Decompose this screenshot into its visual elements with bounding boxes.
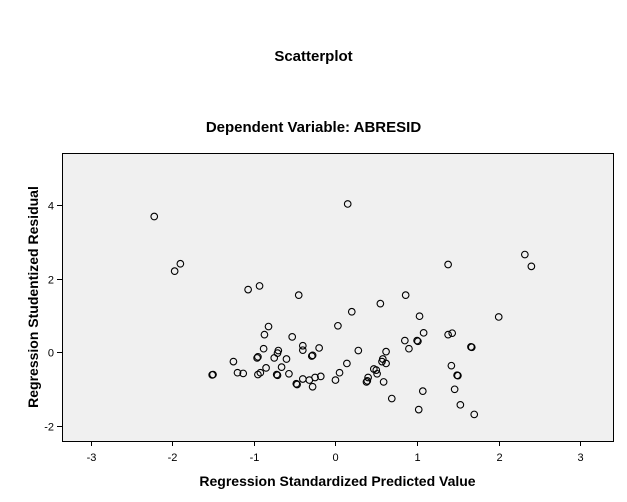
- x-tick-label: 2: [496, 452, 502, 464]
- x-tick-label: 3: [577, 452, 583, 464]
- chart-subtitle: Dependent Variable: ABRESID: [205, 119, 422, 136]
- data-point: [262, 364, 270, 372]
- data-point: [316, 372, 325, 381]
- data-point: [264, 322, 273, 331]
- data-point: [254, 370, 262, 379]
- x-tick-label: -3: [87, 452, 97, 464]
- data-point: [292, 379, 301, 388]
- data-point: [308, 351, 317, 360]
- data-point: [273, 371, 282, 380]
- data-point: [343, 359, 351, 368]
- data-point: [285, 369, 293, 378]
- data-point: [401, 291, 410, 300]
- data-point: [170, 267, 179, 276]
- data-point: [150, 212, 159, 221]
- data-point: [307, 352, 316, 360]
- data-point: [527, 262, 536, 271]
- data-point: [444, 260, 452, 269]
- data-point: [413, 336, 421, 345]
- data-points: [150, 200, 536, 419]
- data-point: [405, 344, 413, 353]
- data-point: [315, 344, 323, 352]
- data-point: [288, 333, 297, 341]
- chart-title: Scatterplot: [274, 48, 353, 65]
- data-point: [343, 200, 352, 208]
- data-point: [415, 312, 424, 321]
- data-point: [208, 371, 217, 379]
- data-point: [520, 250, 529, 259]
- data-point: [293, 380, 301, 389]
- data-point: [373, 369, 381, 378]
- y-tick-label: -2: [44, 422, 54, 434]
- data-point: [335, 368, 344, 377]
- data-point: [272, 370, 281, 379]
- data-point: [454, 371, 462, 380]
- data-point: [229, 357, 238, 366]
- data-point: [298, 346, 307, 355]
- data-point: [334, 321, 342, 330]
- data-point: [456, 400, 465, 409]
- y-tick-label: 2: [48, 275, 54, 287]
- data-point: [447, 361, 456, 370]
- data-point: [419, 328, 428, 337]
- data-point: [244, 285, 252, 294]
- data-point: [418, 387, 427, 396]
- y-axis-ticks: -2 0 2 4: [44, 201, 62, 434]
- x-tick-label: 1: [414, 452, 420, 464]
- data-point: [253, 354, 261, 362]
- data-point: [176, 259, 185, 268]
- data-point: [372, 366, 381, 374]
- y-tick-label: 4: [48, 201, 54, 213]
- data-point: [270, 354, 279, 362]
- data-point: [363, 376, 372, 385]
- data-point: [376, 299, 385, 308]
- data-point: [444, 330, 452, 339]
- data-point: [414, 405, 423, 414]
- data-point: [256, 368, 265, 377]
- x-tick-label: -1: [250, 452, 260, 464]
- data-point: [387, 394, 396, 403]
- data-point: [362, 378, 371, 386]
- x-axis-ticks: -3 -2 -1 0 1 2 3: [87, 441, 584, 464]
- data-point: [254, 352, 262, 361]
- data-point: [382, 347, 390, 356]
- data-point: [450, 385, 459, 394]
- x-axis-title: Regression Standardized Predicted Value: [199, 473, 475, 489]
- x-tick-label: 0: [332, 452, 338, 464]
- data-point: [379, 378, 388, 386]
- data-point: [382, 359, 390, 368]
- plot-area: [62, 153, 614, 442]
- data-point: [308, 382, 317, 391]
- data-point: [378, 357, 386, 366]
- data-point: [233, 368, 242, 377]
- data-point: [298, 341, 307, 350]
- data-point: [260, 330, 269, 339]
- data-point: [414, 337, 422, 346]
- data-point: [277, 363, 286, 372]
- data-point: [494, 313, 503, 321]
- data-point: [294, 291, 303, 300]
- data-point: [467, 343, 476, 352]
- data-point: [347, 307, 356, 316]
- data-point: [255, 282, 264, 290]
- data-point: [354, 346, 363, 355]
- y-tick-label: 0: [48, 348, 54, 360]
- y-axis-title: Regression Studentized Residual: [25, 186, 41, 408]
- data-point: [448, 329, 457, 338]
- data-point: [331, 376, 340, 384]
- data-point: [239, 369, 248, 378]
- data-point: [282, 355, 291, 363]
- data-point: [259, 344, 268, 353]
- x-tick-label: -2: [168, 452, 178, 464]
- data-point: [470, 410, 479, 419]
- data-point: [364, 373, 372, 382]
- data-point: [400, 336, 409, 345]
- data-point: [311, 373, 319, 382]
